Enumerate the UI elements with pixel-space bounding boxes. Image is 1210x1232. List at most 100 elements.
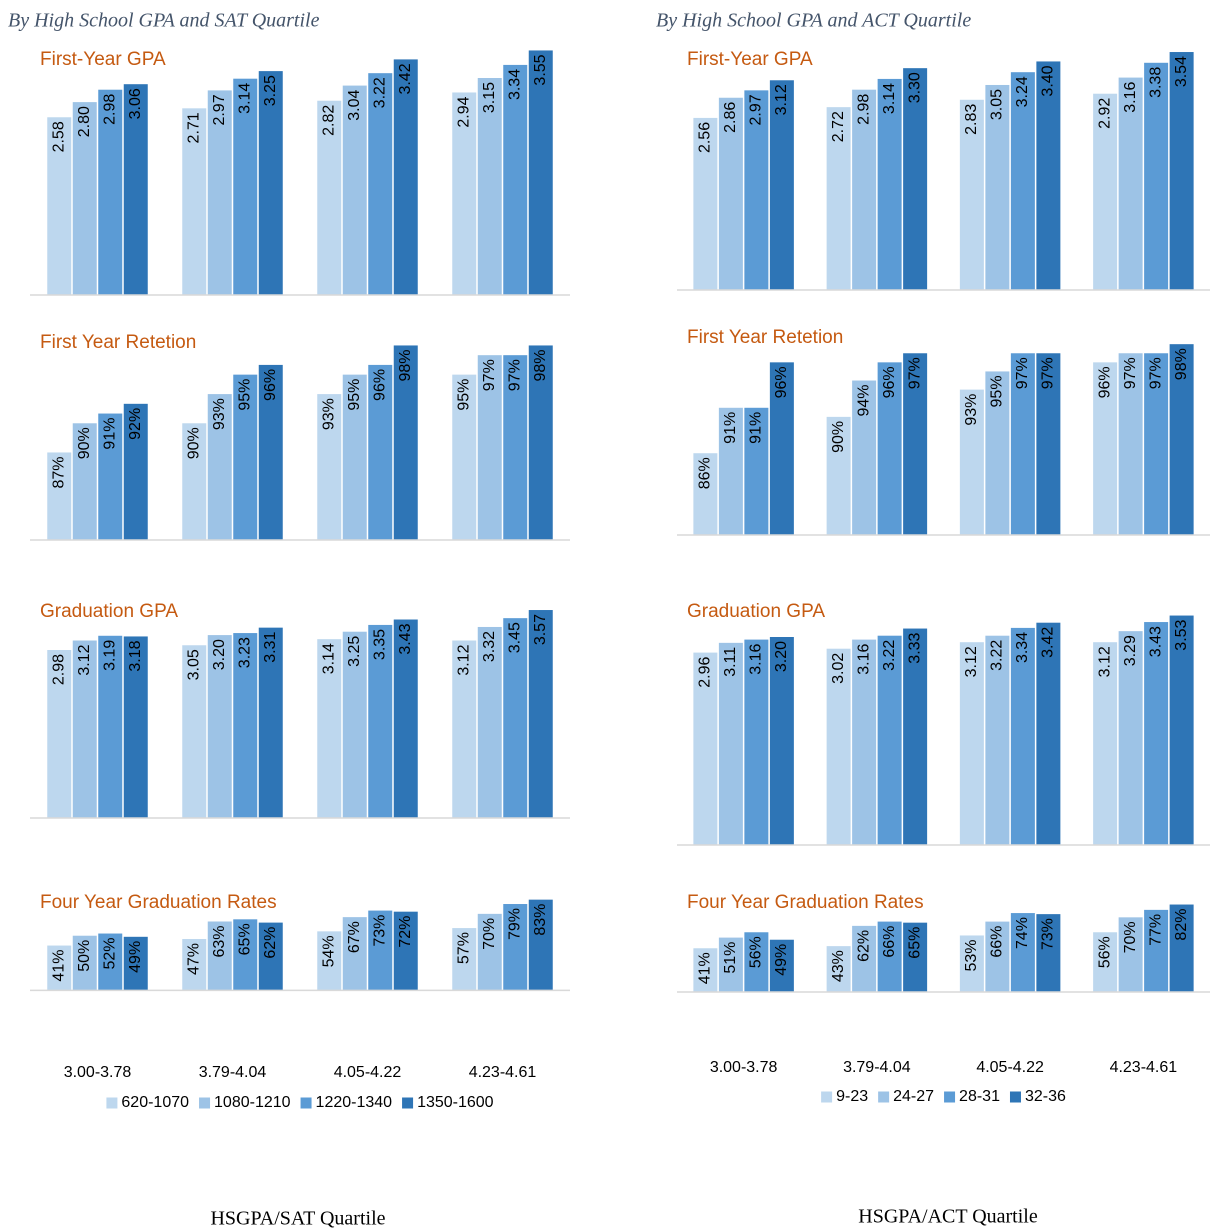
bar [826, 107, 851, 291]
data-label: 2.72 [830, 111, 847, 142]
bar [72, 935, 97, 991]
data-label: 62% [855, 930, 872, 962]
chart-title: Graduation GPA [40, 601, 178, 622]
bar [368, 73, 393, 295]
bar [528, 610, 553, 818]
bar [877, 921, 902, 992]
data-label: 3.14 [320, 643, 337, 674]
bar [1093, 642, 1118, 845]
bar [477, 78, 502, 295]
bar [744, 407, 769, 535]
bar [123, 84, 148, 295]
bar [342, 85, 367, 295]
bar [718, 407, 743, 535]
chart-title: Four Year Graduation Rates [40, 892, 277, 913]
bar [718, 97, 743, 290]
data-label: 74% [1014, 917, 1031, 949]
x-axis-title: HSGPA/ACT Quartile [858, 1206, 1038, 1228]
data-label: 96% [881, 366, 898, 398]
data-label: 73% [371, 915, 388, 947]
data-label: 3.20 [773, 641, 790, 672]
bar [317, 100, 342, 295]
data-label: 3.30 [906, 72, 923, 103]
data-label: 3.15 [481, 82, 498, 113]
chart-title: First Year Retetion [40, 332, 196, 353]
data-label: 79% [506, 908, 523, 940]
bar [258, 922, 283, 991]
data-label: 87% [50, 456, 67, 488]
data-label: 97% [1122, 357, 1139, 389]
data-label: 94% [855, 385, 872, 417]
bar [98, 413, 123, 540]
data-label: 3.22 [989, 640, 1006, 671]
bar [123, 636, 148, 818]
data-label: 70% [481, 918, 498, 950]
data-label: 96% [262, 369, 279, 401]
bar [877, 362, 902, 535]
bar [1118, 631, 1143, 845]
legend-swatch [300, 1097, 312, 1109]
data-label: 2.94 [455, 96, 472, 127]
bar [1118, 77, 1143, 290]
legend-label: 24-27 [893, 1088, 934, 1105]
bar [233, 78, 258, 295]
data-label: 2.96 [697, 656, 714, 687]
bar [769, 637, 794, 845]
data-label: 2.98 [50, 654, 67, 685]
data-label: 3.54 [1173, 56, 1190, 87]
data-label: 67% [346, 921, 363, 953]
bar [182, 645, 207, 818]
data-label: 3.38 [1147, 67, 1164, 98]
legend-swatch [1009, 1091, 1021, 1103]
bar [477, 913, 502, 991]
data-label: 97% [1014, 357, 1031, 389]
data-label: 57% [455, 932, 472, 964]
bar [47, 117, 72, 296]
x-tick-label: 3.79-4.04 [199, 1064, 267, 1081]
legend-label: 9-23 [836, 1088, 868, 1105]
bar [877, 635, 902, 845]
data-label: 66% [881, 926, 898, 958]
bar [826, 416, 851, 535]
data-label: 53% [963, 939, 980, 971]
bar [47, 452, 72, 540]
data-label: 3.34 [506, 69, 523, 100]
data-label: 97% [1040, 357, 1057, 389]
legend-swatch [402, 1097, 414, 1109]
bar [959, 99, 984, 290]
bar [744, 932, 769, 992]
data-label: 3.05 [185, 649, 202, 680]
bar [182, 938, 207, 991]
legend-swatch [878, 1091, 890, 1103]
data-label: 3.25 [346, 636, 363, 667]
data-label: 77% [1147, 914, 1164, 946]
bar [452, 374, 477, 540]
data-label: 98% [532, 349, 549, 381]
bar [959, 935, 984, 992]
bar [98, 89, 123, 295]
bar [1036, 353, 1061, 535]
data-label: 92% [127, 408, 144, 440]
bar [72, 640, 97, 818]
bar [693, 117, 718, 291]
bar [258, 364, 283, 540]
data-label: 41% [50, 950, 67, 982]
chart-title: First-Year GPA [40, 49, 166, 70]
bar [207, 921, 232, 991]
bar [693, 948, 718, 992]
data-label: 3.31 [262, 632, 279, 663]
bar [342, 374, 367, 540]
data-label: 3.45 [506, 622, 523, 653]
data-label: 3.24 [1014, 76, 1031, 107]
data-label: 3.12 [455, 644, 472, 675]
data-label: 91% [101, 418, 118, 450]
data-label: 97% [506, 359, 523, 391]
bar [123, 936, 148, 991]
data-label: 3.53 [1173, 619, 1190, 650]
data-label: 97% [1147, 357, 1164, 389]
data-label: 95% [455, 379, 472, 411]
legend-label: 620-1070 [121, 1094, 189, 1111]
data-label: 96% [1096, 366, 1113, 398]
bar [903, 922, 928, 992]
data-label: 3.57 [532, 614, 549, 645]
